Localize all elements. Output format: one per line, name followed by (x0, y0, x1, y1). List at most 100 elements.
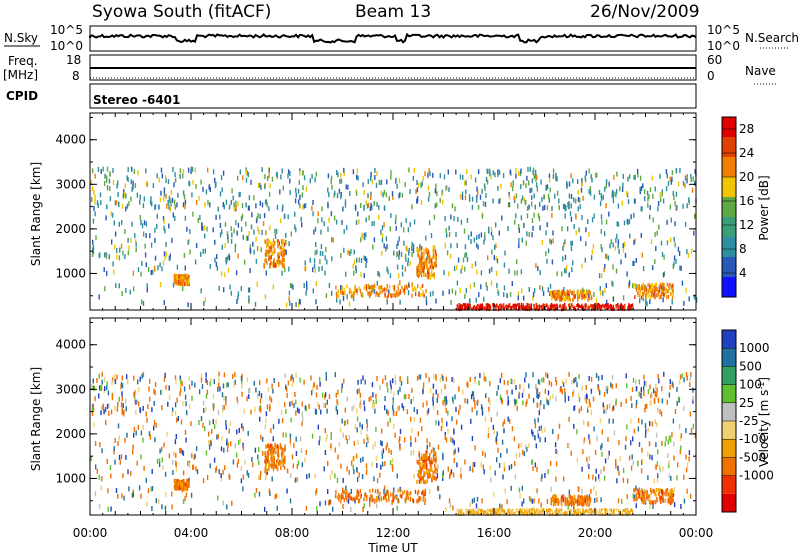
data-cell (184, 215, 187, 221)
data-cell (138, 386, 140, 392)
data-cell (290, 376, 292, 382)
data-cell (374, 408, 376, 414)
data-cell (348, 287, 351, 292)
data-cell (181, 286, 184, 292)
data-cell (449, 502, 452, 508)
data-cell (183, 282, 186, 286)
data-cell (454, 290, 457, 296)
data-cell (604, 263, 606, 269)
data-cell (415, 287, 417, 292)
data-cell (624, 444, 627, 450)
data-cell (673, 486, 676, 492)
data-cell (483, 376, 486, 382)
data-cell (381, 250, 383, 256)
data-cell (690, 173, 692, 179)
data-cell (639, 298, 641, 304)
data-cell (351, 406, 353, 412)
data-cell (616, 221, 618, 227)
data-cell (355, 289, 357, 293)
data-cell (521, 485, 523, 491)
data-cell (97, 166, 100, 172)
data-cell (523, 498, 525, 504)
data-cell (690, 177, 692, 183)
data-cell (543, 205, 546, 210)
data-cell (267, 443, 269, 448)
data-cell (289, 189, 291, 195)
data-cell (233, 202, 235, 208)
data-cell (470, 231, 472, 237)
data-cell (541, 307, 543, 311)
data-cell (656, 422, 658, 428)
data-cell (336, 477, 339, 483)
data-cell (395, 411, 398, 416)
data-cell (685, 467, 688, 473)
data-cell (378, 214, 380, 220)
data-cell (346, 489, 348, 494)
data-cell (667, 294, 670, 299)
data-cell (571, 291, 573, 295)
data-cell (624, 304, 626, 308)
data-cell (111, 212, 114, 218)
data-cell (169, 198, 171, 204)
data-cell (681, 280, 684, 286)
data-cell (649, 299, 651, 305)
data-cell (600, 196, 603, 201)
data-cell (312, 211, 314, 217)
data-cell (478, 233, 480, 239)
data-cell (625, 398, 627, 404)
data-cell (312, 267, 314, 273)
data-cell (302, 416, 304, 422)
data-cell (483, 469, 485, 475)
data-cell (135, 247, 137, 253)
data-cell (219, 232, 222, 238)
data-cell (386, 284, 388, 288)
data-cell (245, 221, 247, 227)
data-cell (180, 419, 183, 425)
data-cell (357, 439, 359, 445)
data-cell (154, 237, 156, 243)
data-cell (180, 483, 182, 488)
data-cell (327, 187, 329, 193)
data-cell (330, 431, 332, 437)
data-cell (277, 244, 279, 249)
data-cell (543, 377, 545, 383)
data-cell (578, 374, 580, 379)
data-cell (356, 389, 359, 395)
data-cell (553, 307, 555, 311)
data-cell (552, 497, 554, 502)
data-cell (126, 432, 128, 438)
data-cell (588, 307, 590, 311)
data-cell (442, 290, 444, 296)
data-cell (181, 381, 183, 387)
data-cell (373, 288, 376, 294)
data-cell (380, 496, 382, 501)
data-cell (242, 175, 244, 181)
data-cell (649, 384, 651, 390)
data-cell (292, 284, 294, 290)
data-cell (200, 416, 203, 422)
data-cell (661, 495, 664, 500)
data-cell (567, 291, 569, 296)
data-cell (230, 199, 232, 205)
data-cell (683, 405, 685, 411)
velocity-data-layer (90, 371, 697, 517)
data-cell (105, 420, 107, 426)
data-cell (473, 282, 476, 288)
data-cell (550, 304, 553, 308)
data-cell (121, 391, 123, 397)
data-cell (434, 203, 436, 209)
data-cell (94, 491, 97, 497)
data-cell (188, 384, 191, 390)
data-cell (523, 451, 525, 457)
data-cell (379, 385, 381, 391)
data-cell (265, 411, 268, 417)
data-cell (159, 262, 161, 268)
data-cell (626, 192, 629, 198)
data-cell (272, 436, 274, 442)
data-cell (396, 264, 399, 270)
data-cell (109, 465, 112, 471)
data-cell (546, 222, 548, 228)
data-cell (419, 476, 421, 481)
data-cell (606, 254, 608, 259)
data-cell (635, 503, 637, 509)
